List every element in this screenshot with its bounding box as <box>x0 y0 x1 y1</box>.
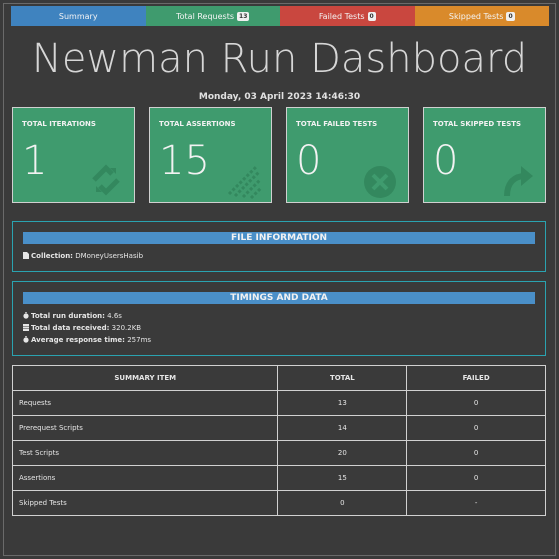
response-time-value: 257ms <box>127 336 152 344</box>
tab-total-requests-label: Total Requests <box>176 11 235 21</box>
row-item: Test Scripts <box>11 440 279 466</box>
card-total-failed-tests: TOTAL FAILED TESTS 0 <box>286 107 409 203</box>
tab-skipped-tests-label: Skipped Tests <box>448 11 504 21</box>
list-icon <box>227 164 263 200</box>
response-time-label: Average response time: <box>31 336 125 344</box>
data-received-value: 320.2KB <box>111 324 142 332</box>
row-total: 14 <box>277 415 408 441</box>
row-total: 15 <box>277 465 408 491</box>
table-row: Skipped Tests 0 - <box>11 490 546 516</box>
share-icon <box>504 166 533 197</box>
card-value: 0 <box>433 138 459 184</box>
row-failed: 0 <box>406 415 546 441</box>
row-total: 20 <box>277 440 408 466</box>
column-header-summary-item: SUMMARY ITEM <box>11 365 279 391</box>
summary-table: SUMMARY ITEM TOTAL FAILED Requests 13 0 … <box>11 365 546 516</box>
tab-failed-tests[interactable]: Failed Tests 0 <box>280 6 415 26</box>
card-total-skipped-tests: TOTAL SKIPPED TESTS 0 <box>423 107 546 203</box>
table-row: Prerequest Scripts 14 0 <box>11 415 546 441</box>
database-icon <box>23 324 29 331</box>
timings-heading: TIMINGS AND DATA <box>23 292 535 304</box>
table-row: Assertions 15 0 <box>11 465 546 491</box>
collection-value: DMoneyUsersHasib <box>75 252 144 260</box>
tab-summary[interactable]: Summary <box>11 6 146 26</box>
table-row: Requests 13 0 <box>11 390 546 416</box>
skipped-tests-badge: 0 <box>506 11 515 21</box>
row-total: 13 <box>277 390 408 416</box>
file-information-heading: FILE INFORMATION <box>23 232 535 244</box>
card-label: TOTAL FAILED TESTS <box>296 120 378 128</box>
card-value: 15 <box>159 138 210 184</box>
stopwatch-icon <box>23 312 29 319</box>
row-total: 0 <box>277 490 408 516</box>
page-title: Newman Run Dashboard <box>31 36 528 82</box>
row-failed: 0 <box>406 465 546 491</box>
duration-line: Total run duration: 4.6s <box>23 312 122 320</box>
row-failed: 0 <box>406 440 546 466</box>
row-item: Assertions <box>11 465 279 491</box>
tab-skipped-tests[interactable]: Skipped Tests 0 <box>414 6 549 26</box>
collection-label: Collection: <box>31 252 73 260</box>
duration-value: 4.6s <box>107 312 122 320</box>
column-header-total: TOTAL <box>277 365 408 391</box>
data-received-label: Total data received: <box>31 324 110 332</box>
total-requests-badge: 13 <box>237 11 250 21</box>
file-icon <box>23 252 29 259</box>
file-information-panel: FILE INFORMATION Collection: DMoneyUsers… <box>12 221 546 272</box>
card-value: 0 <box>296 138 322 184</box>
tab-summary-label: Summary <box>58 11 98 21</box>
card-total-assertions: TOTAL ASSERTIONS 15 <box>149 107 272 203</box>
table-header-row: SUMMARY ITEM TOTAL FAILED <box>11 365 546 391</box>
run-date: Monday, 03 April 2023 14:46:30 <box>198 92 361 102</box>
duration-label: Total run duration: <box>31 312 105 320</box>
tab-failed-tests-label: Failed Tests <box>318 11 365 21</box>
card-total-iterations: TOTAL ITERATIONS 1 <box>12 107 135 203</box>
row-failed: - <box>406 490 546 516</box>
timings-panel: TIMINGS AND DATA Total run duration: 4.6… <box>12 281 546 356</box>
tab-total-requests[interactable]: Total Requests 13 <box>145 6 280 26</box>
card-value: 1 <box>22 138 48 184</box>
row-item: Prerequest Scripts <box>11 415 279 441</box>
response-time-line: Average response time: 257ms <box>23 336 151 344</box>
failed-tests-badge: 0 <box>367 11 376 21</box>
table-row: Test Scripts 20 0 <box>11 440 546 466</box>
dashboard-frame <box>3 3 556 556</box>
close-circle-icon <box>364 166 396 198</box>
card-label: TOTAL ITERATIONS <box>22 120 96 128</box>
stopwatch-icon <box>23 336 29 343</box>
collection-line: Collection: DMoneyUsersHasib <box>23 252 143 260</box>
row-item: Requests <box>11 390 279 416</box>
sync-icon <box>92 164 120 196</box>
nav-tabs: Summary Total Requests 13 Failed Tests 0… <box>11 6 549 26</box>
row-failed: 0 <box>406 390 546 416</box>
data-received-line: Total data received: 320.2KB <box>23 324 141 332</box>
card-label: TOTAL ASSERTIONS <box>159 120 236 128</box>
row-item: Skipped Tests <box>11 490 279 516</box>
card-label: TOTAL SKIPPED TESTS <box>433 120 522 128</box>
column-header-failed: FAILED <box>406 365 546 391</box>
